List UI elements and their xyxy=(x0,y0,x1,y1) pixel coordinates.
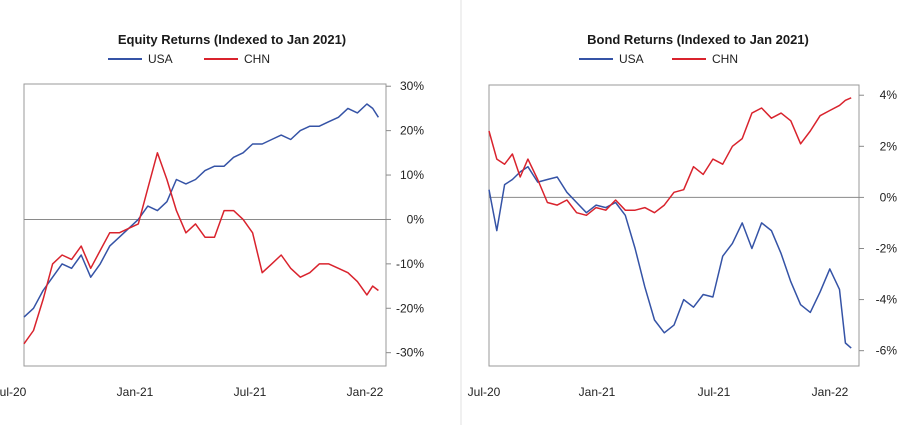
y-tick-label: 2% xyxy=(880,139,898,153)
plot-frame xyxy=(23,83,387,367)
panel-divider xyxy=(460,0,462,425)
y-tick-label: -6% xyxy=(876,344,898,358)
y-tick-label: 0% xyxy=(407,212,425,226)
x-tick-label: Jan-21 xyxy=(117,385,154,399)
legend-label-chn: CHN xyxy=(244,52,270,66)
plot-frame xyxy=(488,84,860,367)
y-tick-label: -10% xyxy=(396,257,424,271)
y-tick-label: -2% xyxy=(876,241,898,255)
x-tick-label: Jul-21 xyxy=(234,385,267,399)
y-tick-label: 30% xyxy=(400,79,424,93)
series-line-usa xyxy=(23,103,380,318)
legend-label-chn: CHN xyxy=(712,52,738,66)
x-tick-label: Jan-22 xyxy=(347,385,384,399)
bond-chart: Bond Returns (Indexed to Jan 2021) USA CHN… xyxy=(468,32,898,399)
bond-chart-panel: Bond Returns (Indexed to Jan 2021) USA CHN… xyxy=(462,0,923,425)
x-tick-label: Jul-21 xyxy=(698,385,731,399)
series-line-chn xyxy=(23,152,379,345)
chart-title: Equity Returns (Indexed to Jan 2021) xyxy=(118,32,346,47)
y-tick-label: -30% xyxy=(396,346,424,360)
y-tick-label: 20% xyxy=(400,124,424,138)
y-tick-label: 10% xyxy=(400,168,424,182)
x-tick-label: Jan-22 xyxy=(812,385,849,399)
legend-label-usa: USA xyxy=(619,52,644,66)
equity-chart-panel: Equity Returns (Indexed to Jan 2021) USA C… xyxy=(0,0,460,425)
x-tick-label: Jul-20 xyxy=(0,385,27,399)
y-tick-label: -4% xyxy=(876,293,898,307)
series-line-chn xyxy=(488,97,852,217)
equity-chart: Equity Returns (Indexed to Jan 2021) USA C… xyxy=(0,32,425,399)
chart-title: Bond Returns (Indexed to Jan 2021) xyxy=(587,32,809,47)
y-tick-label: 0% xyxy=(880,190,898,204)
y-tick-label: 4% xyxy=(880,88,898,102)
legend-label-usa: USA xyxy=(148,52,173,66)
series-line-usa xyxy=(488,165,852,349)
y-tick-label: -20% xyxy=(396,301,424,315)
x-tick-label: Jan-21 xyxy=(579,385,616,399)
x-tick-label: Jul-20 xyxy=(468,385,501,399)
